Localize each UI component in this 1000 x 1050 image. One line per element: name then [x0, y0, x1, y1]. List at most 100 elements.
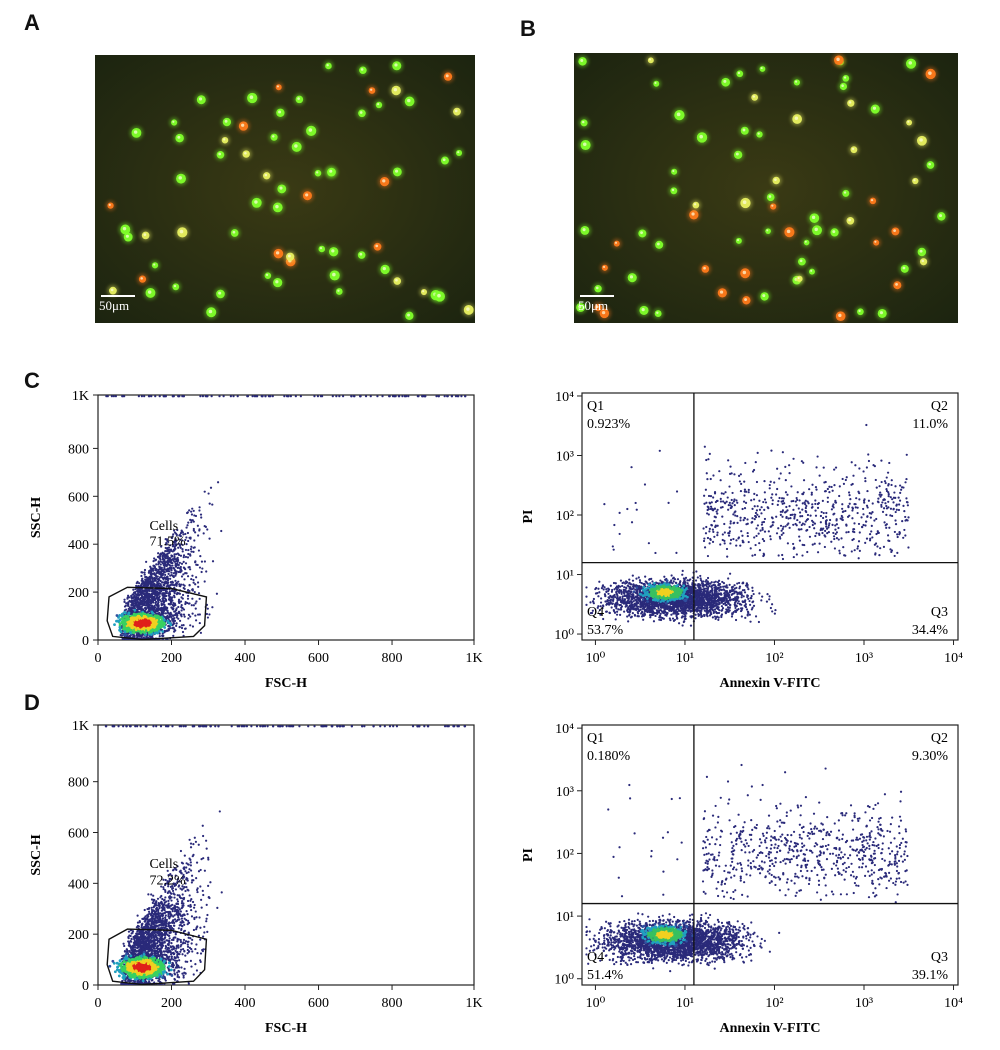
event-dot	[151, 577, 154, 580]
event-density-dot	[129, 631, 132, 634]
event-dot	[142, 596, 145, 600]
event-dot	[154, 395, 157, 398]
event-dot	[313, 395, 316, 398]
event-dot	[246, 395, 249, 398]
event-dot	[359, 395, 362, 398]
event-dot	[153, 582, 156, 585]
event-dot	[177, 610, 181, 613]
event-dot	[187, 613, 191, 617]
event-dot	[740, 596, 743, 599]
event-density-dot	[138, 621, 142, 625]
event-dot	[286, 395, 290, 398]
stained-cell-highlight	[394, 63, 398, 67]
event-dot	[186, 524, 189, 527]
stained-cell-highlight	[359, 252, 363, 256]
stained-cell-highlight	[241, 123, 245, 127]
event-dot	[149, 593, 153, 596]
event-dot	[160, 588, 164, 592]
stained-cell-highlight	[208, 309, 213, 314]
event-density-dot	[115, 619, 118, 623]
event-dot	[169, 577, 172, 580]
event-dot	[201, 567, 204, 570]
event-dot	[140, 574, 143, 578]
event-dot	[206, 616, 210, 619]
event-dot	[742, 595, 745, 598]
event-dot	[133, 600, 137, 603]
event-dot	[139, 591, 142, 594]
event-dot	[744, 616, 747, 619]
event-dot	[130, 611, 133, 614]
event-dot	[727, 577, 730, 580]
event-dot	[155, 575, 158, 578]
event-dot	[150, 601, 153, 605]
stained-cell-highlight	[919, 249, 923, 253]
event-dot	[161, 554, 164, 558]
event-dot	[585, 586, 588, 589]
event-dot	[187, 566, 190, 569]
event-dot	[599, 601, 603, 604]
event-dot	[149, 579, 152, 582]
stained-cell-highlight	[173, 284, 177, 288]
event-dot	[164, 606, 167, 609]
event-dot	[681, 569, 684, 573]
event-dot	[218, 395, 221, 398]
stained-cell-highlight	[838, 313, 842, 318]
event-dot	[194, 607, 197, 610]
event-dot	[175, 571, 178, 574]
event-dot	[165, 594, 168, 598]
event-dot	[644, 575, 647, 578]
x-tick-label: 200	[161, 651, 182, 666]
event-density-dot	[119, 630, 123, 634]
event-dot	[335, 395, 338, 398]
event-dot	[192, 509, 195, 512]
event-dot	[167, 572, 170, 575]
event-dot	[195, 600, 198, 603]
event-dot	[746, 595, 749, 599]
stained-cell-highlight	[172, 120, 175, 123]
event-dot	[229, 395, 232, 398]
stained-cell-highlight	[337, 289, 340, 292]
event-dot	[183, 615, 186, 618]
event-dot	[163, 603, 166, 607]
stained-cell-highlight	[153, 263, 156, 266]
event-dot	[143, 395, 146, 398]
event-dot	[172, 589, 175, 593]
event-density-dot	[141, 622, 145, 626]
event-dot	[162, 610, 165, 613]
event-dot	[177, 605, 180, 609]
event-density-dot	[123, 610, 126, 614]
event-dot	[171, 626, 174, 630]
event-dot	[114, 395, 117, 398]
event-density-dot	[122, 622, 126, 626]
event-dot	[147, 576, 150, 579]
event-dot	[141, 603, 144, 606]
stained-cell-highlight	[110, 288, 114, 292]
event-dot	[187, 539, 190, 543]
stained-cell-highlight	[723, 79, 727, 83]
event-dot	[191, 574, 194, 577]
event-dot	[164, 580, 167, 583]
event-dot	[187, 548, 190, 552]
event-dot	[123, 600, 126, 603]
event-dot	[181, 593, 185, 597]
event-dot	[119, 633, 122, 637]
event-dot	[110, 395, 113, 398]
event-dot	[206, 607, 209, 610]
event-dot	[435, 395, 438, 398]
event-dot	[184, 601, 187, 604]
event-dot	[149, 571, 152, 574]
event-dot	[147, 395, 151, 398]
event-dot	[167, 612, 170, 615]
plot-frame	[97, 394, 475, 641]
event-dot	[191, 597, 194, 600]
event-density-dot	[133, 613, 137, 617]
stained-cell-highlight	[305, 193, 309, 197]
event-dot	[222, 395, 225, 398]
event-dot	[168, 550, 171, 554]
event-dot	[638, 579, 642, 582]
event-density-dot	[167, 621, 171, 625]
event-dot	[160, 576, 163, 579]
stained-cell-highlight	[178, 176, 182, 180]
event-dot	[220, 529, 223, 533]
event-density-dot	[138, 612, 142, 616]
